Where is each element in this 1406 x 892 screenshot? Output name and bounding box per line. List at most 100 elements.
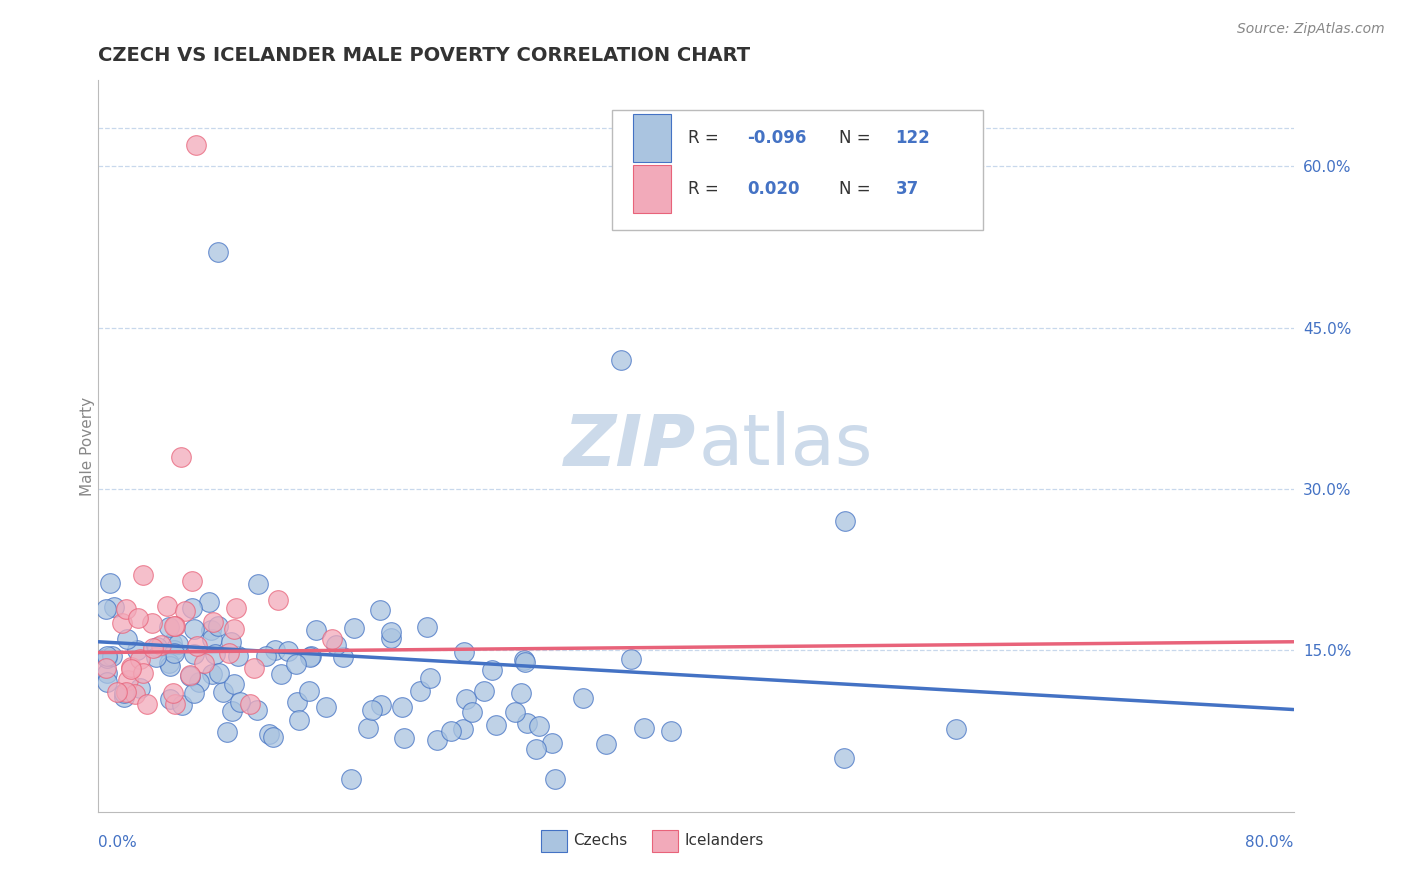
Point [96, 666, 118, 681]
Point [163, 646, 186, 660]
Point [201, 666, 224, 681]
Point [595, 737, 617, 751]
Point [409, 683, 432, 698]
Point [129, 681, 152, 695]
Point [453, 645, 475, 659]
Point [162, 643, 184, 657]
Point [298, 649, 321, 664]
FancyBboxPatch shape [613, 110, 983, 230]
Point [112, 690, 135, 704]
Point [183, 622, 205, 636]
Point [426, 732, 449, 747]
Text: 122: 122 [896, 129, 931, 147]
Point [510, 686, 533, 700]
Text: 0.0%: 0.0% [98, 835, 138, 850]
Point [193, 657, 215, 671]
Point [117, 673, 139, 687]
Point [239, 697, 262, 711]
Point [321, 632, 343, 646]
Point [181, 574, 204, 588]
Point [541, 736, 564, 750]
Point [183, 686, 205, 700]
Point [285, 695, 308, 709]
Point [451, 723, 474, 737]
Point [226, 648, 249, 663]
Point [544, 772, 567, 787]
Point [339, 772, 361, 787]
Text: N =: N = [839, 180, 876, 198]
Bar [541, 830, 567, 852]
Point [219, 635, 242, 649]
Point [246, 703, 269, 717]
Point [145, 650, 167, 665]
Point [198, 595, 221, 609]
Point [167, 637, 190, 651]
Point [124, 688, 146, 702]
Point [162, 686, 184, 700]
Text: ZIP: ZIP [564, 411, 696, 481]
Point [360, 703, 382, 717]
Point [512, 653, 534, 667]
Point [267, 593, 290, 607]
Point [146, 640, 169, 654]
Point [304, 624, 326, 638]
Point [183, 647, 205, 661]
Text: atlas: atlas [699, 411, 873, 481]
Text: 80.0%: 80.0% [1246, 835, 1294, 850]
Point [419, 672, 441, 686]
Point [481, 664, 503, 678]
Point [485, 717, 508, 731]
Point [262, 730, 284, 744]
Point [357, 721, 380, 735]
Point [454, 691, 477, 706]
Point [380, 624, 402, 639]
Text: -0.096: -0.096 [748, 129, 807, 147]
Point [610, 353, 633, 368]
Point [173, 604, 195, 618]
Point [633, 721, 655, 735]
Point [170, 698, 193, 712]
Point [391, 700, 413, 714]
Point [225, 600, 247, 615]
Point [259, 727, 281, 741]
Point [141, 616, 163, 631]
Point [132, 568, 155, 582]
Point [212, 685, 235, 699]
Point [179, 668, 201, 682]
Point [513, 655, 536, 669]
Point [222, 677, 245, 691]
Point [188, 675, 211, 690]
Text: 37: 37 [896, 180, 918, 198]
Point [298, 684, 321, 698]
Point [834, 751, 856, 765]
Point [184, 137, 207, 152]
Text: Czechs: Czechs [572, 833, 627, 848]
Bar [652, 830, 678, 852]
Point [120, 660, 142, 674]
Point [156, 599, 179, 613]
Bar [633, 114, 671, 162]
Point [125, 642, 148, 657]
Bar [633, 165, 671, 213]
Point [221, 704, 243, 718]
Point [229, 695, 252, 709]
Point [368, 603, 391, 617]
Point [217, 725, 239, 739]
Point [332, 649, 354, 664]
Point [201, 615, 224, 629]
Point [834, 514, 856, 528]
Point [117, 632, 139, 647]
Point [94, 661, 117, 675]
Text: R =: R = [688, 180, 724, 198]
Y-axis label: Male Poverty: Male Poverty [80, 396, 94, 496]
Point [163, 619, 186, 633]
Point [524, 742, 547, 756]
Point [201, 632, 224, 647]
Point [169, 450, 191, 464]
Text: Icelanders: Icelanders [685, 833, 763, 848]
Point [277, 644, 299, 658]
Point [503, 705, 526, 719]
Point [179, 667, 201, 681]
Point [325, 638, 347, 652]
Point [120, 662, 142, 676]
